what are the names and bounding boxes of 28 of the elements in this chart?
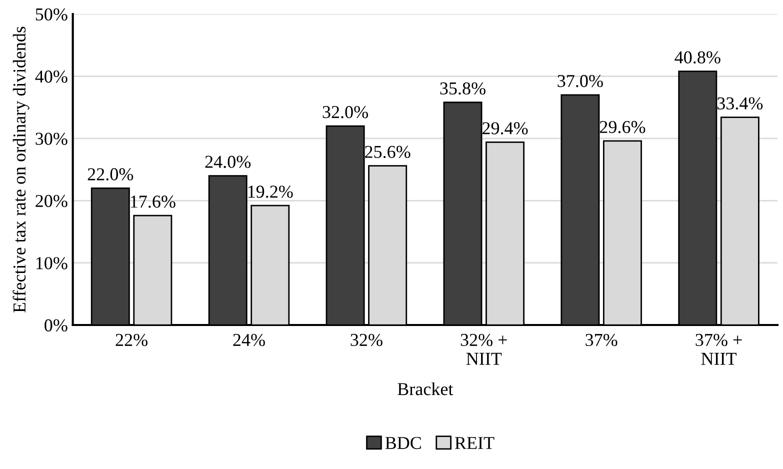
data-label: 35.8% bbox=[440, 82, 486, 95]
x-tick-label: 32% + NIIT bbox=[460, 334, 507, 365]
data-label: 25.6% bbox=[365, 146, 410, 158]
y-tick-label: 50% bbox=[36, 8, 68, 21]
data-label: 29.6% bbox=[600, 120, 646, 134]
data-label: 33.4% bbox=[717, 97, 763, 110]
data-label: 40.8% bbox=[674, 51, 720, 64]
y-tick-label: 0% bbox=[44, 319, 68, 332]
x-tick-label: 24% bbox=[233, 334, 265, 346]
data-label: 24.0% bbox=[205, 156, 251, 168]
x-tick-label: 22% bbox=[116, 334, 148, 346]
data-label: 19.2% bbox=[248, 186, 293, 198]
data-label: 22.0% bbox=[88, 168, 134, 180]
data-label: 37.0% bbox=[558, 74, 603, 88]
y-tick-label: 40% bbox=[35, 70, 68, 83]
x-tick-label: 32% bbox=[350, 334, 382, 346]
x-axis-title: Bracket bbox=[398, 382, 454, 396]
data-label: 29.4% bbox=[482, 122, 528, 134]
x-tick-label: 37% + NIIT bbox=[696, 334, 742, 365]
legend-label: REIT bbox=[454, 437, 494, 449]
legend-label: BDC bbox=[385, 436, 421, 450]
y-tick-label: 30% bbox=[36, 132, 68, 145]
y-tick-label: 20% bbox=[36, 194, 68, 208]
y-axis-title: Effective tax rate on ordinary dividends bbox=[12, 26, 30, 313]
data-label: 32.0% bbox=[322, 106, 368, 118]
data-label: 17.6% bbox=[130, 196, 176, 208]
x-tick-label: 37% bbox=[586, 334, 618, 346]
y-tick-label: 10% bbox=[36, 257, 68, 270]
